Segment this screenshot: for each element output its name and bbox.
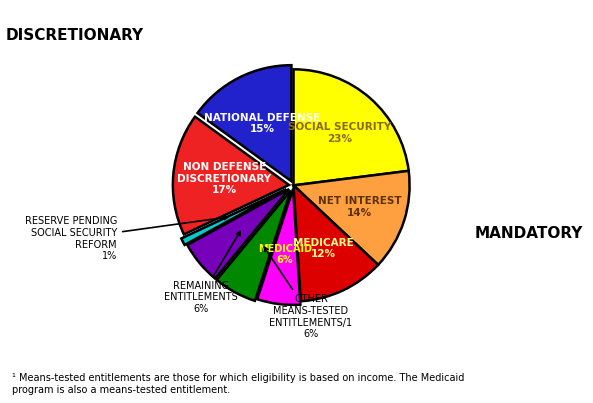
Text: MEDICAID
6%: MEDICAID 6%: [258, 244, 312, 265]
Text: RESERVE PENDING
SOCIAL SECURITY
REFORM
1%: RESERVE PENDING SOCIAL SECURITY REFORM 1…: [25, 216, 228, 261]
Wedge shape: [294, 69, 409, 185]
Text: DISCRETIONARY: DISCRETIONARY: [6, 28, 144, 43]
Text: MEDICARE
12%: MEDICARE 12%: [293, 238, 353, 259]
Text: OTHER
MEANS-TESTED
ENTITLEMENTS/1
6%: OTHER MEANS-TESTED ENTITLEMENTS/1 6%: [264, 247, 352, 339]
Wedge shape: [257, 189, 301, 305]
Text: REMAINING
ENTITLEMENTS
6%: REMAINING ENTITLEMENTS 6%: [164, 232, 240, 314]
Text: MANDATORY: MANDATORY: [474, 226, 583, 241]
Wedge shape: [187, 189, 289, 278]
Text: NATIONAL DEFENSE
15%: NATIONAL DEFENSE 15%: [204, 112, 320, 134]
Wedge shape: [173, 117, 289, 235]
Wedge shape: [294, 171, 410, 265]
Wedge shape: [294, 185, 378, 301]
Text: SOCIAL SECURITY
23%: SOCIAL SECURITY 23%: [288, 123, 391, 144]
Wedge shape: [181, 189, 286, 245]
Text: NON DEFENSE
DISCRETIONARY
17%: NON DEFENSE DISCRETIONARY 17%: [177, 162, 271, 195]
Text: ¹ Means-tested entitlements are those for which eligibility is based on income. : ¹ Means-tested entitlements are those fo…: [12, 373, 464, 395]
Text: NET INTEREST
14%: NET INTEREST 14%: [318, 196, 401, 218]
Wedge shape: [197, 65, 291, 181]
Wedge shape: [217, 191, 291, 301]
